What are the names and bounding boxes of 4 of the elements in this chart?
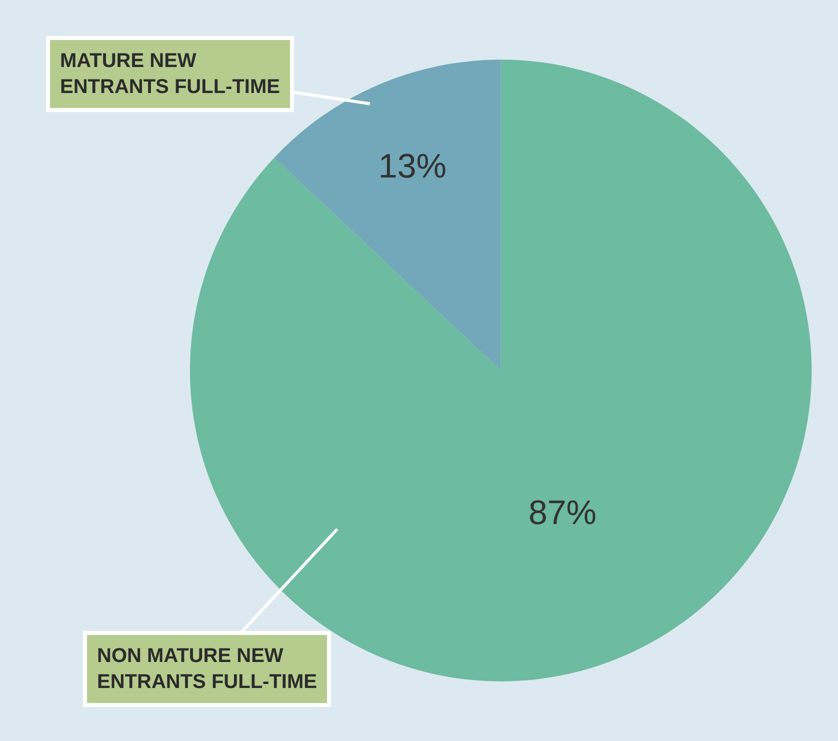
data-label: 13% [378,147,446,186]
data-label: 87% [528,494,597,532]
slice-label: NON MATURE NEW ENTRANTS FULL-TIME [97,645,317,693]
slice-label: MATURE NEW ENTRANTS FULL-TIME [60,50,280,98]
